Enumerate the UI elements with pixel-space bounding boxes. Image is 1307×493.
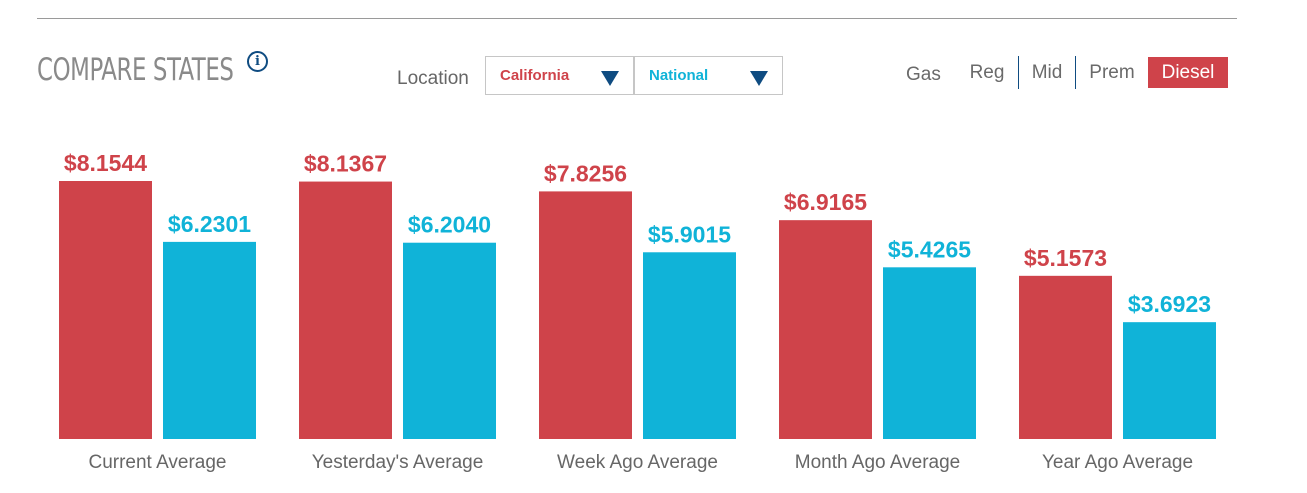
category-label: Week Ago Average [557, 452, 718, 473]
bar-national [1123, 322, 1216, 439]
bar-california [299, 181, 392, 440]
bar-value-label: $6.9165 [784, 189, 867, 215]
bar-california [59, 181, 152, 439]
fuel-tab-reg[interactable]: Reg [969, 62, 1005, 83]
bar-california [779, 220, 872, 439]
compare-select-value: National [649, 67, 709, 84]
bar-national [643, 252, 736, 439]
category-label: Current Average [88, 452, 226, 473]
category-label: Year Ago Average [1042, 452, 1193, 473]
bar-value-label: $8.1367 [304, 151, 387, 177]
chevron-down-icon [601, 71, 619, 86]
category-label: Yesterday's Average [312, 452, 484, 473]
chevron-down-icon [750, 71, 768, 86]
bar-value-label: $6.2301 [168, 211, 251, 237]
category-label: Month Ago Average [795, 452, 961, 473]
bar-value-label: $5.1573 [1024, 245, 1107, 271]
bar-california [1019, 275, 1112, 439]
fuel-type-label: Gas [906, 64, 941, 85]
bar-value-label: $8.1544 [64, 150, 147, 176]
bar-value-label: $7.8256 [544, 160, 627, 186]
top-divider [37, 18, 1237, 19]
fuel-tab-diesel[interactable]: Diesel [1148, 57, 1228, 88]
bar-value-label: $5.9015 [648, 221, 731, 247]
bar-national [163, 241, 256, 439]
bar-value-label: $3.6923 [1128, 291, 1211, 317]
bar-national [403, 242, 496, 439]
info-icon[interactable]: i [247, 51, 268, 72]
bar-value-label: $5.4265 [888, 236, 971, 262]
location-label: Location [397, 68, 469, 89]
bar-california [539, 191, 632, 439]
state-select-value: California [500, 67, 570, 84]
fuel-tab-divider [1075, 56, 1076, 89]
compare-select[interactable]: National [634, 56, 783, 95]
bar-national [883, 267, 976, 439]
fuel-tab-divider [1018, 56, 1019, 89]
fuel-tab-mid[interactable]: Mid [1031, 62, 1063, 83]
state-select[interactable]: California [485, 56, 634, 95]
bar-value-label: $6.2040 [408, 212, 491, 238]
page-title: COMPARE STATES [37, 52, 234, 88]
fuel-tab-prem[interactable]: Prem [1089, 62, 1135, 83]
